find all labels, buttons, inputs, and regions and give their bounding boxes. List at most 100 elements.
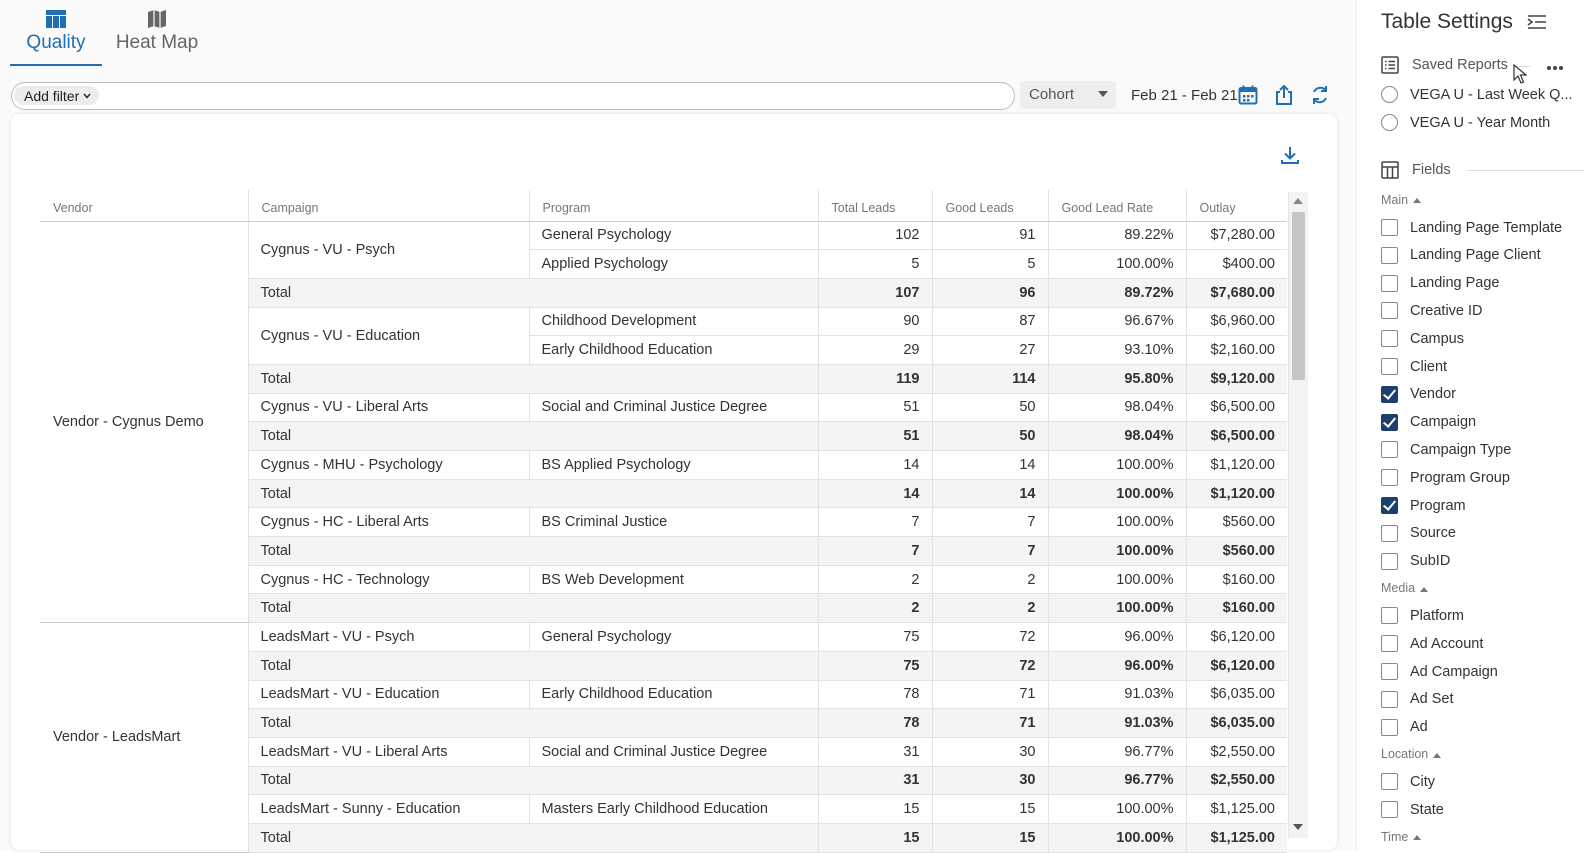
column-header-total-leads[interactable]: Total Leads <box>817 190 932 222</box>
total-leads-cell: 107 <box>817 278 932 308</box>
field-checkbox-item[interactable]: Creative ID <box>1381 302 1483 320</box>
field-checkbox-item[interactable]: Ad <box>1381 718 1428 736</box>
field-group-header[interactable]: Time <box>1381 830 1422 844</box>
field-checkbox-item[interactable]: SubID <box>1381 552 1450 570</box>
field-checkbox[interactable] <box>1381 635 1398 653</box>
field-checkbox[interactable] <box>1381 274 1398 292</box>
field-checkbox-item[interactable]: City <box>1381 773 1435 791</box>
field-checkbox[interactable] <box>1381 219 1398 236</box>
field-checkbox[interactable] <box>1381 663 1398 680</box>
field-group-header[interactable]: Media <box>1381 581 1429 596</box>
download-icon[interactable] <box>1280 145 1300 170</box>
good-lead-rate-cell: 100.00% <box>1047 536 1186 566</box>
saved-report-item[interactable]: VEGA U - Year Month <box>1381 114 1550 131</box>
field-checkbox-item[interactable]: Landing Page Client <box>1381 246 1541 264</box>
field-checkbox-item[interactable]: State <box>1381 801 1444 819</box>
field-checkbox[interactable] <box>1381 358 1398 375</box>
table-row: Cygnus - VU - Education Childhood Develop… <box>40 307 1287 365</box>
total-leads-cell: 14 <box>817 450 932 480</box>
column-header-good-lead-rate[interactable]: Good Lead Rate <box>1047 190 1186 222</box>
field-checkbox-item[interactable]: Program Group <box>1381 469 1510 487</box>
field-checkbox[interactable] <box>1381 246 1398 264</box>
scroll-up-arrow-icon[interactable] <box>1293 198 1303 204</box>
total-leads-cell: 2 <box>817 593 932 624</box>
scroll-down-arrow-icon[interactable] <box>1293 824 1303 830</box>
field-checkbox[interactable] <box>1381 718 1398 736</box>
field-group-label: Media <box>1381 581 1416 596</box>
program-cell: Childhood Development <box>528 307 818 337</box>
field-checkbox[interactable] <box>1381 690 1398 708</box>
share-icon[interactable] <box>1274 84 1294 111</box>
field-checkbox[interactable] <box>1381 441 1398 459</box>
field-checkbox-item[interactable]: Program <box>1381 497 1466 514</box>
field-checkbox[interactable] <box>1381 330 1398 348</box>
campaign-cell: LeadsMart - Sunny - Education <box>247 794 529 824</box>
total-leads-cell: 51 <box>817 421 932 451</box>
field-checkbox-item[interactable]: Campus <box>1381 330 1464 348</box>
refresh-icon[interactable] <box>1310 85 1330 110</box>
saved-report-radio[interactable] <box>1381 114 1398 131</box>
field-checkbox-item[interactable]: Ad Set <box>1381 690 1454 708</box>
saved-report-radio[interactable] <box>1381 86 1398 103</box>
field-checkbox[interactable] <box>1381 469 1398 487</box>
field-group-header[interactable]: Location <box>1381 747 1442 761</box>
field-checkbox-label: Vendor <box>1410 386 1456 403</box>
field-checkbox[interactable] <box>1381 552 1398 570</box>
program-cell: BS Web Development <box>528 565 818 595</box>
caret-down-icon <box>1098 91 1108 97</box>
field-checkbox[interactable] <box>1381 497 1398 514</box>
field-checkbox[interactable] <box>1381 385 1398 403</box>
outlay-cell: $6,035.00 <box>1185 708 1287 738</box>
field-checkbox-item[interactable]: Campaign Type <box>1381 441 1511 459</box>
tab-quality[interactable]: Quality <box>10 0 102 66</box>
good-lead-rate-cell: 100.00% <box>1047 479 1186 509</box>
tab-heat-map[interactable]: Heat Map <box>102 0 212 64</box>
field-checkbox-item[interactable]: Vendor <box>1381 385 1456 403</box>
field-checkbox[interactable] <box>1381 801 1398 819</box>
total-leads-cell: 15 <box>817 794 932 824</box>
good-leads-cell: 7 <box>931 507 1048 538</box>
field-checkbox[interactable] <box>1381 607 1398 625</box>
column-header-outlay[interactable]: Outlay <box>1185 190 1287 222</box>
total-leads-cell: 75 <box>817 651 932 681</box>
column-header-campaign[interactable]: Campaign <box>247 190 529 222</box>
good-lead-rate-cell: 96.77% <box>1047 766 1186 796</box>
add-filter-button[interactable]: Add filter <box>14 86 100 105</box>
collapse-menu-icon[interactable] <box>1527 14 1547 35</box>
mouse-cursor-icon <box>1513 63 1528 89</box>
filter-bar[interactable]: Add filter <box>11 82 1015 110</box>
sidebar-title: Table Settings <box>1381 10 1513 33</box>
more-options-icon[interactable] <box>1546 58 1564 76</box>
total-leads-cell: 5 <box>817 249 932 279</box>
calendar-icon[interactable] <box>1238 85 1258 110</box>
field-group-header[interactable]: Main <box>1381 193 1422 207</box>
column-header-vendor[interactable]: Vendor <box>40 190 248 222</box>
field-checkbox[interactable] <box>1381 302 1398 320</box>
campaign-cell: LeadsMart - VU - Psych <box>247 622 529 652</box>
field-group-label: Main <box>1381 193 1409 207</box>
column-header-program[interactable]: Program <box>528 190 818 222</box>
field-checkbox-item[interactable]: Client <box>1381 358 1447 375</box>
field-checkbox-item[interactable]: Ad Account <box>1381 635 1483 653</box>
good-lead-rate-cell: 95.80% <box>1047 364 1186 394</box>
column-header-good-leads[interactable]: Good Leads <box>931 190 1048 222</box>
field-checkbox[interactable] <box>1381 524 1398 542</box>
total-row: Total 75 72 96.00% $6,120.00 <box>40 651 1287 681</box>
field-checkbox-item[interactable]: Platform <box>1381 607 1464 625</box>
field-checkbox-item[interactable]: Source <box>1381 524 1456 542</box>
field-checkbox[interactable] <box>1381 773 1398 791</box>
good-leads-cell: 5 <box>931 249 1048 279</box>
vendor-cell: Vendor - LeadsMart <box>40 622 248 853</box>
scrollbar-thumb[interactable] <box>1292 212 1305 380</box>
program-cell: Masters Early Childhood Education <box>528 794 818 824</box>
field-checkbox[interactable] <box>1381 413 1398 431</box>
cohort-select[interactable]: Cohort <box>1020 81 1116 109</box>
saved-report-item[interactable]: VEGA U - Last Week Q... <box>1381 86 1573 103</box>
field-checkbox-item[interactable]: Campaign <box>1381 413 1476 431</box>
table-row: Vendor - LeadsMart LeadsMart - VU - Psych… <box>40 622 1287 853</box>
table-scrollbar[interactable] <box>1288 192 1308 838</box>
field-checkbox-item[interactable]: Landing Page <box>1381 274 1500 292</box>
field-checkbox-item[interactable]: Ad Campaign <box>1381 663 1498 680</box>
date-range-text[interactable]: Feb 21 - Feb 21 <box>1131 87 1238 104</box>
field-checkbox-item[interactable]: Landing Page Template <box>1381 219 1562 236</box>
